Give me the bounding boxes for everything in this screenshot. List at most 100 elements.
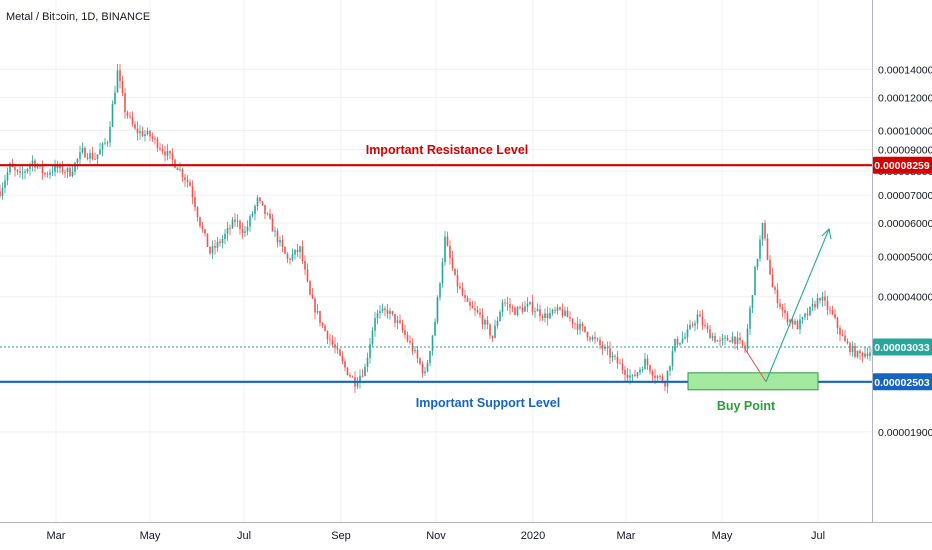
candle-body: [816, 298, 819, 308]
candle-body: [81, 147, 84, 153]
candle-body: [779, 303, 781, 307]
candle-body: [431, 335, 434, 352]
candle-body: [789, 319, 791, 323]
candle-body: [194, 197, 196, 208]
symbol-title: Metal / Bitcoin, 1D, BINANCE: [6, 11, 151, 23]
buy-zone[interactable]: [687, 372, 819, 391]
chart-annotations: Important Resistance Level Important Sup…: [0, 143, 872, 413]
candle-body: [846, 341, 849, 344]
candle-body: [861, 353, 864, 357]
candle-body: [256, 197, 259, 207]
candle-body: [379, 310, 381, 314]
candle-body: [241, 228, 244, 233]
candle-body: [681, 338, 684, 343]
candle-body: [344, 361, 346, 368]
time-tick-label: Nov: [426, 530, 446, 542]
candle-body: [29, 164, 31, 169]
candle-body: [329, 339, 331, 341]
candle-body: [301, 246, 304, 262]
candle-body: [0, 191, 1, 196]
candle-body: [819, 298, 821, 301]
time-tick-label: Sep: [331, 530, 351, 542]
candle-body: [811, 304, 814, 307]
candle-body: [221, 239, 224, 244]
candle-body: [89, 153, 91, 159]
candle-body: [4, 180, 6, 188]
candle-body: [699, 314, 701, 317]
candle-body: [851, 345, 854, 353]
candle-body: [629, 375, 631, 378]
candle-body: [521, 307, 524, 312]
candle-body: [751, 295, 754, 309]
candle-body: [21, 172, 24, 174]
price-tick-label: 0.00010000: [878, 125, 932, 137]
candle-body: [234, 219, 236, 222]
candle-body: [114, 92, 116, 104]
candle-body: [306, 269, 309, 282]
candle-body: [604, 347, 606, 349]
candle-body: [271, 218, 274, 232]
candle-body: [226, 227, 229, 234]
candle-body: [569, 317, 571, 319]
candle-body: [839, 327, 841, 335]
candle-body: [79, 152, 81, 159]
candle-body: [759, 239, 761, 259]
candle-body: [561, 309, 564, 316]
candle-body: [76, 158, 79, 163]
candle-body: [401, 322, 404, 331]
candle-body: [656, 376, 659, 378]
time-tick-label: Jul: [811, 530, 825, 542]
candle-body: [239, 221, 241, 229]
candle-body: [289, 258, 291, 261]
candle-body: [229, 227, 231, 229]
candle-body: [71, 171, 74, 176]
candle-body: [169, 150, 171, 154]
candle-body: [216, 241, 219, 248]
candle-body: [84, 147, 86, 158]
candle-body: [661, 376, 664, 382]
time-tick-label: Mar: [47, 530, 66, 542]
candle-body: [476, 310, 479, 313]
candle-body: [316, 311, 319, 313]
candle-body: [164, 151, 166, 156]
candle-body: [461, 288, 464, 296]
candle-body: [356, 382, 359, 387]
candle-body: [399, 320, 401, 323]
candle-body: [484, 320, 486, 325]
candle-body: [731, 336, 734, 343]
candle-body: [781, 306, 784, 311]
candle-body: [24, 171, 26, 173]
candle-body: [174, 159, 176, 168]
current-price-label: 0.00003033: [874, 342, 930, 354]
candle-body: [181, 169, 184, 178]
candle-body: [274, 230, 276, 232]
candle-body: [659, 376, 661, 377]
candle-body: [54, 164, 56, 172]
candle-body: [224, 233, 226, 240]
chart-grid: [0, 0, 872, 522]
candle-body: [671, 351, 674, 367]
candle-body: [136, 128, 139, 134]
candle-body: [536, 309, 539, 312]
candle-body: [849, 343, 851, 353]
candle-body: [291, 254, 294, 261]
price-tick-label: 0.00007000: [878, 190, 932, 202]
price-tick-label: 0.00004000: [878, 292, 932, 304]
candle-body: [446, 236, 449, 246]
candle-body: [479, 312, 481, 315]
candle-body: [724, 337, 726, 339]
candle-body: [464, 295, 466, 298]
candle-body: [209, 246, 211, 254]
candle-body: [794, 321, 796, 325]
candle-body: [191, 186, 194, 198]
candle-body: [254, 206, 256, 214]
candle-body: [734, 336, 736, 345]
candle-body: [826, 300, 829, 310]
candle-body: [556, 307, 559, 311]
candle-body: [119, 70, 121, 82]
candle-body: [616, 356, 619, 364]
candle-body: [269, 213, 271, 219]
candle-body: [86, 157, 89, 159]
candle-body: [586, 331, 589, 338]
